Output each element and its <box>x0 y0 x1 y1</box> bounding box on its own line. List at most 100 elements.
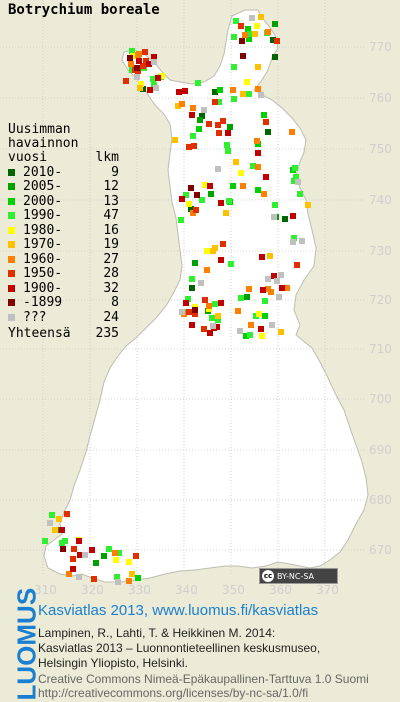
observation-square <box>252 31 258 37</box>
observation-square <box>66 571 72 577</box>
observation-square <box>159 73 165 79</box>
observation-square <box>71 546 77 552</box>
observation-square <box>261 112 267 118</box>
license-url[interactable]: http://creativecommons.org/licenses/by-n… <box>38 686 309 700</box>
observation-square <box>294 262 300 268</box>
observation-square <box>233 18 239 24</box>
x-tick-label: 360 <box>269 583 292 597</box>
observation-square <box>239 38 245 44</box>
observation-square <box>238 170 244 176</box>
legend-rows: 2010- 9 2005- 12 2000- 13 1990- 47 1980- 16 1970- 1… <box>8 165 119 325</box>
x-tick-label: 330 <box>128 583 151 597</box>
cc-license-label: BY-NC-SA <box>277 571 315 581</box>
observation-square <box>274 278 280 284</box>
observation-square <box>215 166 221 172</box>
observation-square <box>76 538 82 544</box>
observation-square <box>208 191 214 197</box>
observation-square <box>175 103 181 109</box>
observation-square <box>218 300 224 306</box>
observation-square <box>215 313 221 319</box>
observation-square <box>263 174 269 180</box>
observation-square <box>190 133 196 139</box>
observation-square <box>112 550 118 556</box>
axis-ticks: 310 320 330 340 350 360 370 770 760 750 740 730 720 7… <box>34 40 392 597</box>
observation-square <box>134 65 140 71</box>
observation-square <box>116 550 122 556</box>
observation-square <box>204 248 210 254</box>
observation-square <box>195 80 201 86</box>
observation-square <box>123 78 129 84</box>
legend-label: 1970- <box>23 237 63 253</box>
observation-square <box>199 197 205 203</box>
y-tick-label: 690 <box>369 443 392 457</box>
observation-square <box>291 178 297 184</box>
observation-square <box>192 311 198 317</box>
legend-total-row: Yhteensä 235 <box>8 327 119 340</box>
observation-square <box>220 118 226 124</box>
observation-square <box>246 36 252 42</box>
legend-swatch <box>8 270 15 278</box>
observation-square <box>204 267 210 273</box>
observation-square <box>70 566 76 572</box>
observation-square <box>247 31 253 37</box>
kasviatlas-link[interactable]: Kasviatlas 2013, www.luomus.fi/kasviatla… <box>38 602 319 619</box>
x-tick-label: 370 <box>316 583 339 597</box>
observation-square <box>299 238 305 244</box>
observation-square <box>223 210 229 216</box>
observation-square <box>101 553 107 559</box>
observation-square <box>292 165 298 171</box>
y-tick-label: 720 <box>369 293 392 307</box>
observation-square <box>228 261 234 267</box>
observation-square <box>246 286 252 292</box>
observation-square <box>212 99 218 105</box>
observation-square <box>134 74 140 80</box>
observation-square <box>248 322 254 328</box>
observation-square <box>216 99 222 105</box>
observation-square <box>244 79 250 85</box>
observation-square <box>297 191 303 197</box>
observation-square <box>114 574 120 580</box>
observation-square <box>238 23 244 29</box>
observation-square <box>233 159 239 165</box>
observation-square <box>291 235 297 241</box>
legend-item: 1960- 27 <box>8 252 119 267</box>
observation-square <box>77 552 83 558</box>
observation-square <box>76 574 82 580</box>
cc-license-badge[interactable]: cc BY-NC-SA <box>259 568 338 584</box>
legend-label: 1960- <box>23 251 63 267</box>
observation-square <box>265 129 271 135</box>
observation-square <box>115 579 121 585</box>
observation-square <box>224 142 230 148</box>
observation-square <box>262 298 268 304</box>
observation-square <box>59 527 65 533</box>
observation-square <box>293 174 299 180</box>
y-tick-label: 750 <box>369 142 392 156</box>
legend-count: 8 <box>111 295 119 311</box>
observation-square <box>267 253 273 259</box>
observation-square <box>278 329 284 335</box>
observation-square <box>227 124 233 130</box>
observation-square <box>245 26 251 32</box>
legend-item: 1970- 19 <box>8 238 119 253</box>
observation-square <box>199 113 205 119</box>
observation-square <box>249 15 255 21</box>
observation-square <box>91 576 97 582</box>
observation-square <box>265 29 271 35</box>
y-tick-label: 700 <box>369 392 392 406</box>
legend-header-line1: Uusimman <box>8 122 71 137</box>
observation-square <box>172 137 178 143</box>
legend-total-label: Yhteensä <box>8 325 71 341</box>
observation-square <box>191 143 197 149</box>
observation-square <box>113 557 119 563</box>
observation-square <box>206 121 212 127</box>
observation-square <box>136 58 142 64</box>
observation-square <box>271 214 277 220</box>
observation-square <box>183 192 189 198</box>
y-tick-label: 710 <box>369 342 392 356</box>
observation-square <box>56 516 62 522</box>
legend-header: Uusimman havainnon vuosi lkm <box>8 123 119 165</box>
x-tick-label: 310 <box>34 583 57 597</box>
observation-square <box>133 553 139 559</box>
observation-square <box>62 538 68 544</box>
citation-line: Kasviatlas 2013 – Luonnontieteellinen ke… <box>38 641 321 655</box>
